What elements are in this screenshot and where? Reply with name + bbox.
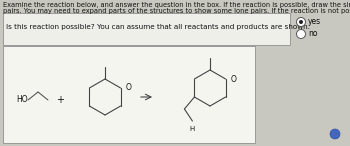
FancyBboxPatch shape — [3, 13, 290, 45]
Text: O: O — [231, 74, 237, 84]
Circle shape — [296, 18, 306, 27]
Text: +: + — [56, 95, 64, 105]
Circle shape — [296, 29, 306, 39]
Text: H: H — [190, 126, 195, 132]
Text: HO: HO — [16, 95, 28, 105]
Text: O: O — [126, 84, 132, 93]
Circle shape — [299, 20, 303, 24]
Text: yes: yes — [308, 18, 321, 27]
Text: Examine the reaction below, and answer the question in the box. If the reaction : Examine the reaction below, and answer t… — [3, 2, 350, 8]
FancyBboxPatch shape — [3, 46, 255, 143]
Circle shape — [330, 129, 340, 139]
Text: pairs. You may need to expand parts of the structures to show some lone pairs. I: pairs. You may need to expand parts of t… — [3, 7, 350, 13]
Text: no: no — [308, 29, 317, 39]
Text: Is this reaction possible? You can assume that all reactants and products are sh: Is this reaction possible? You can assum… — [6, 24, 310, 30]
